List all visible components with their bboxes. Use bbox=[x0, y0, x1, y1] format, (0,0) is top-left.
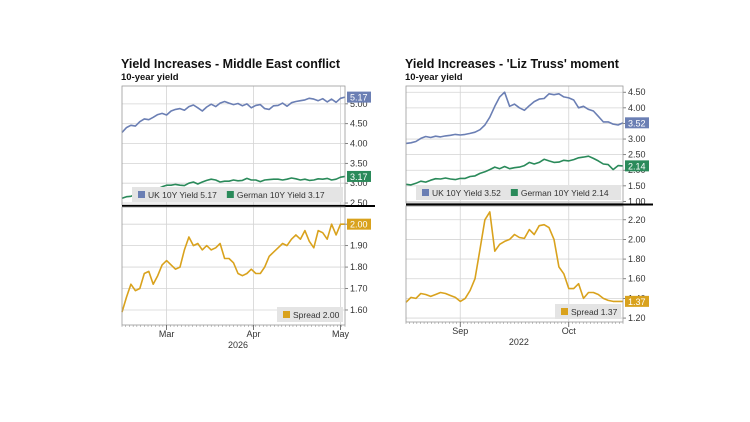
left-bottom-pane-last-value-badge-0 bbox=[347, 218, 371, 230]
right-bottom-pane-ytick-label: 2.00 bbox=[628, 234, 646, 244]
right-bottom-pane-legend-entry-0: Spread 1.37 bbox=[571, 307, 618, 317]
left-bottom-pane-ytick-label: 1.80 bbox=[350, 262, 368, 272]
right-bottom-pane-legend-swatch-0 bbox=[561, 308, 568, 315]
right-bottom-pane-ytick-label: 1.20 bbox=[628, 313, 646, 323]
left-bottom-pane-ytick-label: 1.90 bbox=[350, 241, 368, 251]
right-top-pane-ytick-label: 2.50 bbox=[628, 150, 646, 160]
chart-subtitle-left: 10-year yield bbox=[121, 72, 179, 83]
right-top-pane-legend-box bbox=[416, 185, 621, 200]
left-top-pane-ytick-label: 5.00 bbox=[350, 99, 368, 109]
right-top-pane-ytick-label: 1.00 bbox=[628, 196, 646, 206]
right-top-pane-legend-entry-1: German 10Y Yield 2.14 bbox=[521, 188, 609, 198]
right-bottom-pane-ytick-label: 2.20 bbox=[628, 215, 646, 225]
left-x-tick-label: Apr bbox=[247, 329, 261, 339]
left-bottom-pane-last-value-label-0: 2.00 bbox=[350, 220, 368, 230]
left-bottom-pane-legend-entry-0: Spread 2.00 bbox=[293, 310, 340, 320]
left-bottom-pane-legend-box bbox=[277, 307, 343, 322]
right-top-pane-series-line-0 bbox=[405, 91, 624, 145]
left-top-pane-legend-swatch-1 bbox=[226, 191, 234, 198]
right-x-tick-label: Sep bbox=[452, 326, 468, 336]
right-bottom-pane-plot-area bbox=[406, 206, 623, 322]
left-top-pane-ytick-label: 2.50 bbox=[350, 198, 368, 208]
chart-subtitle-right: 10-year yield bbox=[405, 72, 463, 83]
right-top-pane-last-value-badge-1 bbox=[625, 160, 649, 172]
left-top-pane-last-value-label-0: 5.17 bbox=[350, 93, 368, 103]
right-top-pane-legend-swatch-0 bbox=[422, 189, 429, 196]
left-bottom-pane-ytick-label: 1.70 bbox=[350, 284, 368, 294]
right-x-period-label: 2022 bbox=[509, 337, 529, 347]
right-top-pane-last-value-badge-0 bbox=[625, 117, 649, 129]
right-top-pane-legend-entry-0: UK 10Y Yield 3.52 bbox=[432, 188, 501, 198]
left-x-tick-label: May bbox=[332, 329, 350, 339]
left-x-period-label: 2026 bbox=[228, 340, 248, 350]
right-top-pane-ytick-label: 1.50 bbox=[628, 181, 646, 191]
right-top-pane-last-value-label-0: 3.52 bbox=[628, 118, 646, 128]
right-top-pane-last-value-label-1: 2.14 bbox=[628, 161, 646, 171]
left-top-pane-last-value-badge-1 bbox=[347, 170, 371, 182]
right-top-pane-ytick-label: 3.00 bbox=[628, 134, 646, 144]
left-top-pane-legend-entry-0: UK 10Y Yield 5.17 bbox=[148, 190, 217, 200]
chart-title-left: Yield Increases - Middle East conflict bbox=[121, 57, 341, 71]
right-top-pane-legend-swatch-1 bbox=[510, 189, 518, 196]
right-top-pane-ytick-label: 4.50 bbox=[628, 87, 646, 97]
left-top-pane-last-value-label-1: 3.17 bbox=[350, 172, 368, 182]
right-bottom-pane-legend-box bbox=[555, 304, 621, 319]
left-top-pane-ytick-label: 4.50 bbox=[350, 119, 368, 129]
left-top-pane-last-value-badge-0 bbox=[347, 91, 371, 103]
right-bottom-pane-ytick-label: 1.60 bbox=[628, 274, 646, 284]
left-top-pane-ytick-label: 4.00 bbox=[350, 139, 368, 149]
chart-title-right: Yield Increases - 'Liz Truss' moment bbox=[405, 57, 619, 71]
left-top-pane-series-line-0 bbox=[121, 96, 346, 133]
right-top-pane-ytick-label: 4.00 bbox=[628, 103, 646, 113]
left-top-pane-ytick-label: 3.00 bbox=[350, 178, 368, 188]
right-bottom-pane-last-value-label-0: 1.37 bbox=[628, 297, 646, 307]
left-bottom-pane-ytick-label: 1.60 bbox=[350, 305, 368, 315]
right-bottom-pane-ytick-label: 1.80 bbox=[628, 254, 646, 264]
left-top-pane-legend-box bbox=[132, 187, 343, 202]
left-x-tick-label: Mar bbox=[159, 329, 175, 339]
left-bottom-pane-plot-area bbox=[122, 207, 345, 325]
right-top-pane-series-line-1 bbox=[405, 155, 624, 186]
left-bottom-pane-series-line-0 bbox=[121, 223, 345, 313]
left-top-pane-legend-entry-1: German 10Y Yield 3.17 bbox=[237, 190, 325, 200]
left-top-pane-legend-swatch-0 bbox=[138, 191, 145, 198]
right-x-tick-label: Oct bbox=[562, 326, 577, 336]
left-top-pane-plot-area bbox=[122, 86, 345, 205]
left-top-pane-ytick-label: 3.50 bbox=[350, 158, 368, 168]
left-bottom-pane-legend-swatch-0 bbox=[283, 311, 290, 318]
right-top-pane-frame bbox=[405, 85, 624, 204]
right-bottom-pane-series-line-0 bbox=[405, 211, 623, 303]
right-bottom-pane-last-value-badge-0 bbox=[625, 295, 649, 307]
right-top-pane-plot-area bbox=[406, 86, 623, 203]
